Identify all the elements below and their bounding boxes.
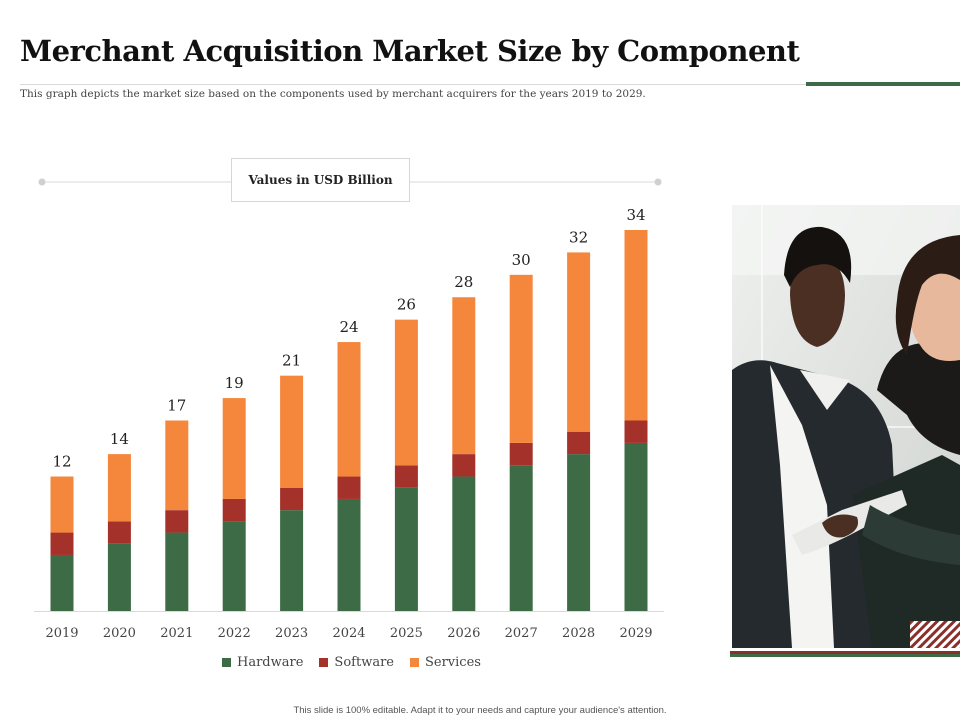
legend-item-hardware: Hardware <box>222 655 303 670</box>
bar-segment-software-2023 <box>280 487 304 511</box>
legend-swatch-software <box>319 658 329 667</box>
legend-swatch-services <box>409 658 419 667</box>
bar-total-labels: 12 14 17 19 21 24 26 28 30 32 34 <box>52 206 645 471</box>
bar-segment-hardware-2019 <box>50 554 74 611</box>
bar-total-label-2026: 28 <box>454 273 473 291</box>
x-tick-label-2023: 2023 <box>275 626 308 641</box>
bar-segment-software-2027 <box>509 442 533 466</box>
legend-label-software: Software <box>334 655 394 670</box>
legend-label-services: Services <box>424 655 481 670</box>
bar-segment-services-2028 <box>567 252 591 432</box>
x-tick-label-2024: 2024 <box>332 626 365 641</box>
x-tick-label-2027: 2027 <box>505 626 538 641</box>
title-divider <box>20 84 806 85</box>
legend-item-software: Software <box>319 655 394 670</box>
x-tick-label-2022: 2022 <box>218 626 251 641</box>
bar-segment-hardware-2020 <box>107 543 131 611</box>
bar-segment-services-2029 <box>624 230 648 421</box>
bar-segment-services-2027 <box>509 274 533 443</box>
business-people-photo <box>732 205 960 648</box>
bar-segment-hardware-2022 <box>222 521 246 611</box>
legend-swatch-hardware <box>222 658 231 667</box>
bar-total-label-2025: 26 <box>397 296 416 314</box>
bar-segment-hardware-2023 <box>280 510 304 611</box>
bar-segment-software-2026 <box>452 454 476 477</box>
x-tick-label-2021: 2021 <box>160 626 193 641</box>
bar-segment-software-2020 <box>107 521 131 544</box>
x-tick-labels: 2019 2020 2021 2022 2023 2024 2025 2026 2027 2028… <box>45 626 652 641</box>
x-tick-label-2029: 2029 <box>619 626 652 641</box>
bar-segment-hardware-2027 <box>509 465 533 611</box>
bar-segment-hardware-2025 <box>394 487 418 611</box>
bar-total-label-2023: 21 <box>282 352 301 370</box>
page-title: Merchant Acquisition Market Size by Comp… <box>20 34 800 68</box>
bar-segment-services-2019 <box>50 476 74 533</box>
x-tick-label-2020: 2020 <box>103 626 136 641</box>
bar-total-label-2020: 14 <box>110 430 129 448</box>
x-tick-label-2025: 2025 <box>390 626 423 641</box>
chart-legend: Hardware Software Services <box>222 655 481 670</box>
bar-segment-software-2028 <box>567 431 591 455</box>
bar-segment-services-2022 <box>222 398 246 499</box>
photo-accent-green <box>730 654 960 657</box>
page-subtitle: This graph depicts the market size based… <box>20 88 646 100</box>
x-tick-label-2019: 2019 <box>45 626 78 641</box>
x-tick-label-2026: 2026 <box>447 626 480 641</box>
bar-total-label-2022: 19 <box>225 374 244 392</box>
footer-note: This slide is 100% editable. Adapt it to… <box>293 705 667 716</box>
bar-segment-software-2019 <box>50 532 74 555</box>
photo-illustration <box>732 205 960 648</box>
bar-segment-services-2024 <box>337 342 361 477</box>
bar-segment-services-2020 <box>107 454 131 522</box>
bar-total-label-2028: 32 <box>569 228 588 246</box>
bar-segment-software-2022 <box>222 498 246 522</box>
bar-segment-software-2021 <box>165 510 189 533</box>
unit-label: Values in USD Billion <box>231 158 410 202</box>
bar-segment-hardware-2028 <box>567 454 591 611</box>
bar-segment-services-2026 <box>452 297 476 455</box>
stacked-bar-chart: 2019 2020 2021 2022 2023 2024 2025 2026 2027 2028… <box>34 178 664 641</box>
bar-segment-services-2023 <box>280 375 304 488</box>
bar-total-label-2027: 30 <box>512 251 531 269</box>
title-accent-bar <box>806 82 960 86</box>
legend-item-services: Services <box>409 655 481 670</box>
bar-segment-hardware-2021 <box>165 532 189 611</box>
bar-group <box>50 230 648 611</box>
bar-segment-services-2021 <box>165 420 189 511</box>
bar-total-label-2029: 34 <box>626 206 645 224</box>
connector-dot-left <box>38 178 46 186</box>
bar-segment-hardware-2024 <box>337 498 361 611</box>
bar-segment-software-2025 <box>394 465 418 488</box>
bar-segment-software-2029 <box>624 420 648 443</box>
bar-segment-services-2025 <box>394 319 418 466</box>
bar-segment-hardware-2026 <box>452 476 476 611</box>
x-tick-label-2028: 2028 <box>562 626 595 641</box>
bar-total-label-2019: 12 <box>52 453 71 471</box>
photo-accent-red <box>730 651 960 654</box>
legend-label-hardware: Hardware <box>237 655 304 670</box>
bar-total-label-2024: 24 <box>339 318 358 336</box>
bar-segment-hardware-2029 <box>624 442 648 611</box>
connector-dot-right <box>654 178 662 186</box>
bar-segment-software-2024 <box>337 476 361 499</box>
bar-total-label-2021: 17 <box>167 397 186 415</box>
